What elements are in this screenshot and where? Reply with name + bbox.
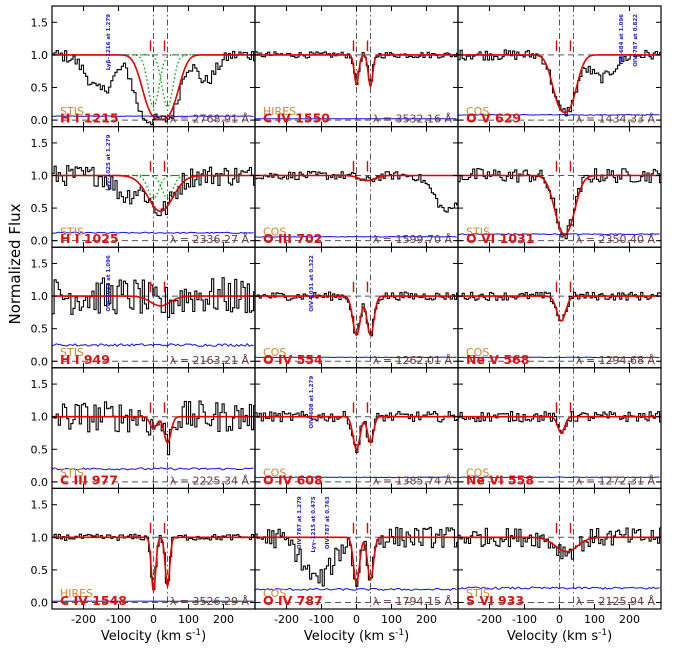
ion-label: Ne VI 558 [466,472,534,487]
y-tick-label: 0.0 [31,114,49,127]
ion-label: C IV 1550 [263,111,330,126]
ion-label: H I 1025 [60,231,119,246]
y-tick-label: 1.5 [31,137,49,150]
line-annotation: Lyγ–1215 at 0.475 [311,496,317,552]
x-tick-label: -100 [106,613,131,626]
y-tick-label: 1.5 [31,16,49,29]
line-annotation: Lyβ–1216 at 1.279 [106,14,112,70]
x-tick-label: -200 [71,613,96,626]
ion-label: C IV 1548 [60,593,127,608]
y-tick-label: 1.5 [31,378,49,391]
wavelength-label: λ = 1385.74 Å [373,474,453,487]
wavelength-label: λ = 1599.70 Å [373,233,453,246]
x-tick-label: -200 [477,613,502,626]
y-tick-label: 1.5 [31,499,49,512]
line-annotation: OIV–787 at 0.822 [633,14,639,67]
line-annotation: OIV–1031 at 0.322 [309,255,315,312]
x-tick-label: -100 [512,613,537,626]
wavelength-label: λ = 2225.34 Å [170,474,250,487]
x-axis-labels: -200 -100 0 100 200 Velocity (km s-1) -200 -100… [71,613,640,644]
x-tick-label: 200 [416,613,437,626]
y-tick-label: 1.0 [31,411,49,424]
y-tick-label: 1.0 [31,531,49,544]
x-tick-label: 0 [353,613,360,626]
y-tick-label: 0.5 [31,81,49,94]
ion-label: Ne V 568 [466,352,529,367]
wavelength-label: λ = 1794.15 Å [373,595,453,608]
x-tick-label: 100 [584,613,605,626]
ion-label: C III 977 [60,472,118,487]
wavelength-label: λ = 1272.31 Å [576,474,656,487]
y-tick-label: 0.5 [31,443,49,456]
x-tick-label: 0 [556,613,563,626]
line-annotation: OIV–787 at 0.763 [325,496,331,549]
y-tick-label: 1.0 [31,290,49,303]
ion-label: O V 629 [466,111,521,126]
wavelength-label: λ = 2768.91 Å [170,113,250,126]
x-tick-label: 100 [381,613,402,626]
line-annotation: OVI–1031 at 1.096 [106,255,112,312]
line-annotation: OIV–787 at 1.279 [297,496,303,549]
line-annotation: NII–684 at 1.096 [619,14,625,65]
wavelength-label: λ = 3532.16 Å [373,113,453,126]
x-axis-label: Velocity (km s-1) [304,628,409,644]
wavelength-label: λ = 2336.27 Å [170,233,250,246]
wavelength-label: λ = 2163.21 Å [170,354,250,367]
x-axis-label: Velocity (km s-1) [101,628,206,644]
y-tick-label: 1.5 [31,257,49,270]
ion-label: H I 1215 [60,111,119,126]
y-tick-label: 1.0 [31,49,49,62]
wavelength-label: λ = 2350.40 Å [576,233,656,246]
wavelength-label: λ = 1434.33 Å [576,113,656,126]
wavelength-label: λ = 1294.68 Å [576,354,656,367]
ion-label: O IV 608 [263,472,323,487]
line-annotation: Lyγ–1025 at 1.279 [106,134,112,190]
y-tick-label: 0.5 [31,564,49,577]
ion-label: S VI 933 [466,593,524,608]
wavelength-label: λ = 3526.29 Å [170,595,250,608]
x-tick-label: 200 [619,613,640,626]
y-tick-label: 0.0 [31,596,49,609]
wavelength-label: λ = 1262.01 Å [373,354,453,367]
line-annotation: OIV–608 at 1.279 [309,376,315,429]
ion-label: O IV 554 [263,352,323,367]
model-fit [255,55,458,86]
x-tick-label: -100 [309,613,334,626]
y-axis-label: Normalized Flux [6,203,24,324]
y-tick-label: 0.5 [31,323,49,336]
y-tick-label: 0.0 [31,476,49,489]
x-tick-label: -200 [274,613,299,626]
x-tick-label: 200 [213,613,234,626]
ion-label: H I 949 [60,352,110,367]
x-axis-label: Velocity (km s-1) [507,628,612,644]
wavelength-label: λ = 2125.94 Å [576,595,656,608]
ion-label: O IV 787 [263,593,323,608]
ion-label: O III 702 [263,231,322,246]
y-tick-label: 0.0 [31,355,49,368]
y-tick-label: 0.5 [31,202,49,215]
ion-label: O VI 1031 [466,231,534,246]
x-tick-label: 100 [178,613,199,626]
x-tick-label: 0 [150,613,157,626]
y-tick-label: 0.0 [31,235,49,248]
y-tick-label: 1.0 [31,169,49,182]
